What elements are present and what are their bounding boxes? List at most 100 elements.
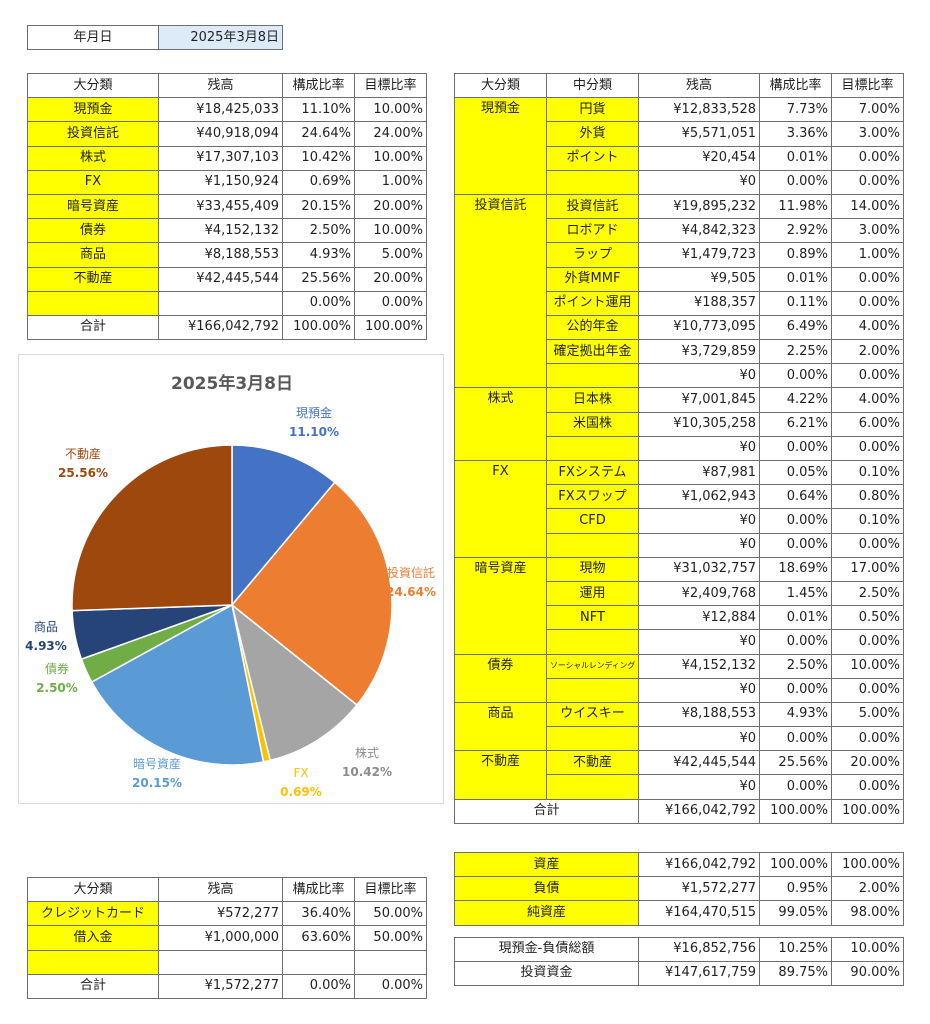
balance-cell[interactable]: ¥1,062,943 bbox=[638, 484, 760, 510]
target-cell[interactable]: 10.00% bbox=[831, 653, 904, 679]
fund-target[interactable]: 10.00% bbox=[831, 936, 904, 962]
date-value[interactable]: 2025年3月8日 bbox=[158, 24, 283, 51]
subcategory-cell[interactable]: 投資信託 bbox=[546, 193, 639, 220]
group-category-cell[interactable]: 債券 bbox=[454, 653, 547, 703]
subcategory-cell[interactable]: ソーシャルレンディング bbox=[546, 653, 639, 679]
target-cell[interactable]: 0.80% bbox=[831, 484, 904, 510]
balance-cell[interactable]: ¥33,455,409 bbox=[158, 193, 283, 220]
subcategory-cell[interactable]: 現物 bbox=[546, 556, 639, 582]
target-cell[interactable]: 20.00% bbox=[354, 266, 427, 292]
subcategory-cell[interactable]: 円貨 bbox=[546, 97, 639, 123]
subcategory-cell[interactable]: ロボアド bbox=[546, 218, 639, 244]
subcategory-cell[interactable]: 運用 bbox=[546, 580, 639, 607]
balance-cell[interactable]: ¥0 bbox=[638, 677, 760, 703]
balance-cell[interactable]: ¥12,833,528 bbox=[638, 97, 760, 123]
fund-target[interactable]: 90.00% bbox=[831, 960, 904, 986]
balance-cell[interactable]: ¥10,305,258 bbox=[638, 411, 760, 437]
target-cell[interactable]: 4.00% bbox=[831, 387, 904, 413]
balance-cell[interactable]: ¥0 bbox=[638, 508, 760, 534]
subcategory-cell[interactable] bbox=[546, 677, 639, 703]
target-cell[interactable]: 0.00% bbox=[831, 290, 904, 316]
subcategory-cell[interactable]: FXスワップ bbox=[546, 484, 639, 510]
balance-target[interactable]: 100.00% bbox=[831, 851, 904, 878]
balance-cell[interactable]: ¥0 bbox=[638, 435, 760, 462]
balance-cell[interactable]: ¥1,479,723 bbox=[638, 242, 760, 268]
target-cell[interactable]: 0.00% bbox=[831, 435, 904, 462]
subcategory-cell[interactable]: 確定拠出年金 bbox=[546, 339, 639, 365]
subcategory-cell[interactable]: 不動産 bbox=[546, 750, 639, 776]
target-cell[interactable]: 2.50% bbox=[831, 580, 904, 607]
target-cell[interactable]: 5.00% bbox=[354, 242, 427, 268]
subcategory-cell[interactable] bbox=[546, 629, 639, 655]
category-cell[interactable]: クレジットカード bbox=[27, 901, 159, 927]
target-cell[interactable]: 20.00% bbox=[831, 750, 904, 776]
target-cell[interactable]: 1.00% bbox=[354, 169, 427, 195]
group-category-cell[interactable]: 商品 bbox=[454, 701, 547, 752]
subcategory-cell[interactable]: 外貨 bbox=[546, 121, 639, 147]
target-cell[interactable]: 7.00% bbox=[831, 97, 904, 123]
subcategory-cell[interactable]: ラップ bbox=[546, 242, 639, 268]
balance-cell[interactable]: ¥7,001,845 bbox=[638, 387, 760, 413]
target-cell[interactable]: 3.00% bbox=[831, 218, 904, 244]
subcategory-cell[interactable]: ポイント運用 bbox=[546, 290, 639, 316]
subcategory-cell[interactable]: 外貨MMF bbox=[546, 266, 639, 292]
category-cell[interactable]: 暗号資産 bbox=[27, 193, 159, 220]
target-cell[interactable]: 0.00% bbox=[831, 677, 904, 703]
subcategory-cell[interactable]: ウイスキー bbox=[546, 701, 639, 728]
target-cell[interactable]: 4.00% bbox=[831, 314, 904, 341]
balance-cell[interactable]: ¥0 bbox=[638, 169, 760, 195]
balance-cell[interactable]: ¥1,150,924 bbox=[158, 169, 283, 195]
subcategory-cell[interactable]: 米国株 bbox=[546, 411, 639, 437]
subcategory-cell[interactable] bbox=[546, 169, 639, 195]
balance-cell[interactable]: ¥0 bbox=[638, 363, 760, 389]
target-cell[interactable]: 50.00% bbox=[354, 925, 427, 951]
subcategory-cell[interactable] bbox=[546, 774, 639, 800]
balance-cell[interactable]: ¥2,409,768 bbox=[638, 580, 760, 607]
target-cell[interactable]: 17.00% bbox=[831, 556, 904, 582]
balance-cell[interactable]: ¥0 bbox=[638, 774, 760, 800]
balance-cell[interactable]: ¥1,000,000 bbox=[158, 925, 283, 951]
target-cell[interactable]: 6.00% bbox=[831, 411, 904, 437]
target-cell[interactable]: 10.00% bbox=[354, 145, 427, 171]
group-category-cell[interactable]: 現預金 bbox=[454, 97, 547, 195]
target-cell[interactable]: 20.00% bbox=[354, 193, 427, 220]
subcategory-cell[interactable]: 公的年金 bbox=[546, 314, 639, 341]
balance-cell[interactable]: ¥0 bbox=[638, 629, 760, 655]
balance-cell[interactable]: ¥4,152,132 bbox=[158, 218, 283, 244]
subcategory-cell[interactable] bbox=[546, 532, 639, 558]
target-cell[interactable]: 1.00% bbox=[831, 242, 904, 268]
target-cell[interactable]: 24.00% bbox=[354, 121, 427, 147]
target-cell[interactable]: 0.00% bbox=[831, 169, 904, 195]
balance-cell[interactable]: ¥20,454 bbox=[638, 145, 760, 171]
group-category-cell[interactable]: 投資信託 bbox=[454, 193, 547, 389]
category-cell[interactable]: 投資信託 bbox=[27, 121, 159, 147]
target-cell[interactable]: 0.00% bbox=[831, 629, 904, 655]
balance-cell[interactable]: ¥19,895,232 bbox=[638, 193, 760, 220]
group-category-cell[interactable]: 暗号資産 bbox=[454, 556, 547, 655]
balance-cell[interactable]: ¥0 bbox=[638, 726, 760, 752]
target-cell[interactable]: 0.50% bbox=[831, 605, 904, 631]
subcategory-cell[interactable]: NFT bbox=[546, 605, 639, 631]
balance-cell[interactable]: ¥9,505 bbox=[638, 266, 760, 292]
subcategory-cell[interactable]: FXシステム bbox=[546, 459, 639, 486]
subcategory-cell[interactable]: ポイント bbox=[546, 145, 639, 171]
target-cell[interactable]: 0.00% bbox=[831, 145, 904, 171]
balance-cell[interactable]: ¥87,981 bbox=[638, 459, 760, 486]
group-category-cell[interactable]: 不動産 bbox=[454, 750, 547, 800]
category-cell[interactable]: 借入金 bbox=[27, 925, 159, 951]
group-category-cell[interactable]: 株式 bbox=[454, 387, 547, 461]
balance-cell[interactable]: ¥42,445,544 bbox=[158, 266, 283, 292]
category-cell[interactable]: 株式 bbox=[27, 145, 159, 171]
balance-target[interactable]: 98.00% bbox=[831, 900, 904, 926]
subcategory-cell[interactable]: 日本株 bbox=[546, 387, 639, 413]
category-cell[interactable] bbox=[27, 949, 159, 975]
target-cell[interactable]: 5.00% bbox=[831, 701, 904, 728]
subcategory-cell[interactable]: CFD bbox=[546, 508, 639, 534]
balance-cell[interactable]: ¥572,277 bbox=[158, 901, 283, 927]
group-category-cell[interactable]: FX bbox=[454, 460, 547, 558]
target-cell[interactable]: 0.00% bbox=[831, 363, 904, 389]
balance-cell[interactable] bbox=[158, 290, 283, 316]
target-cell[interactable]: 50.00% bbox=[354, 901, 427, 927]
target-cell[interactable]: 10.00% bbox=[354, 97, 427, 123]
balance-cell[interactable]: ¥5,571,051 bbox=[638, 121, 760, 147]
